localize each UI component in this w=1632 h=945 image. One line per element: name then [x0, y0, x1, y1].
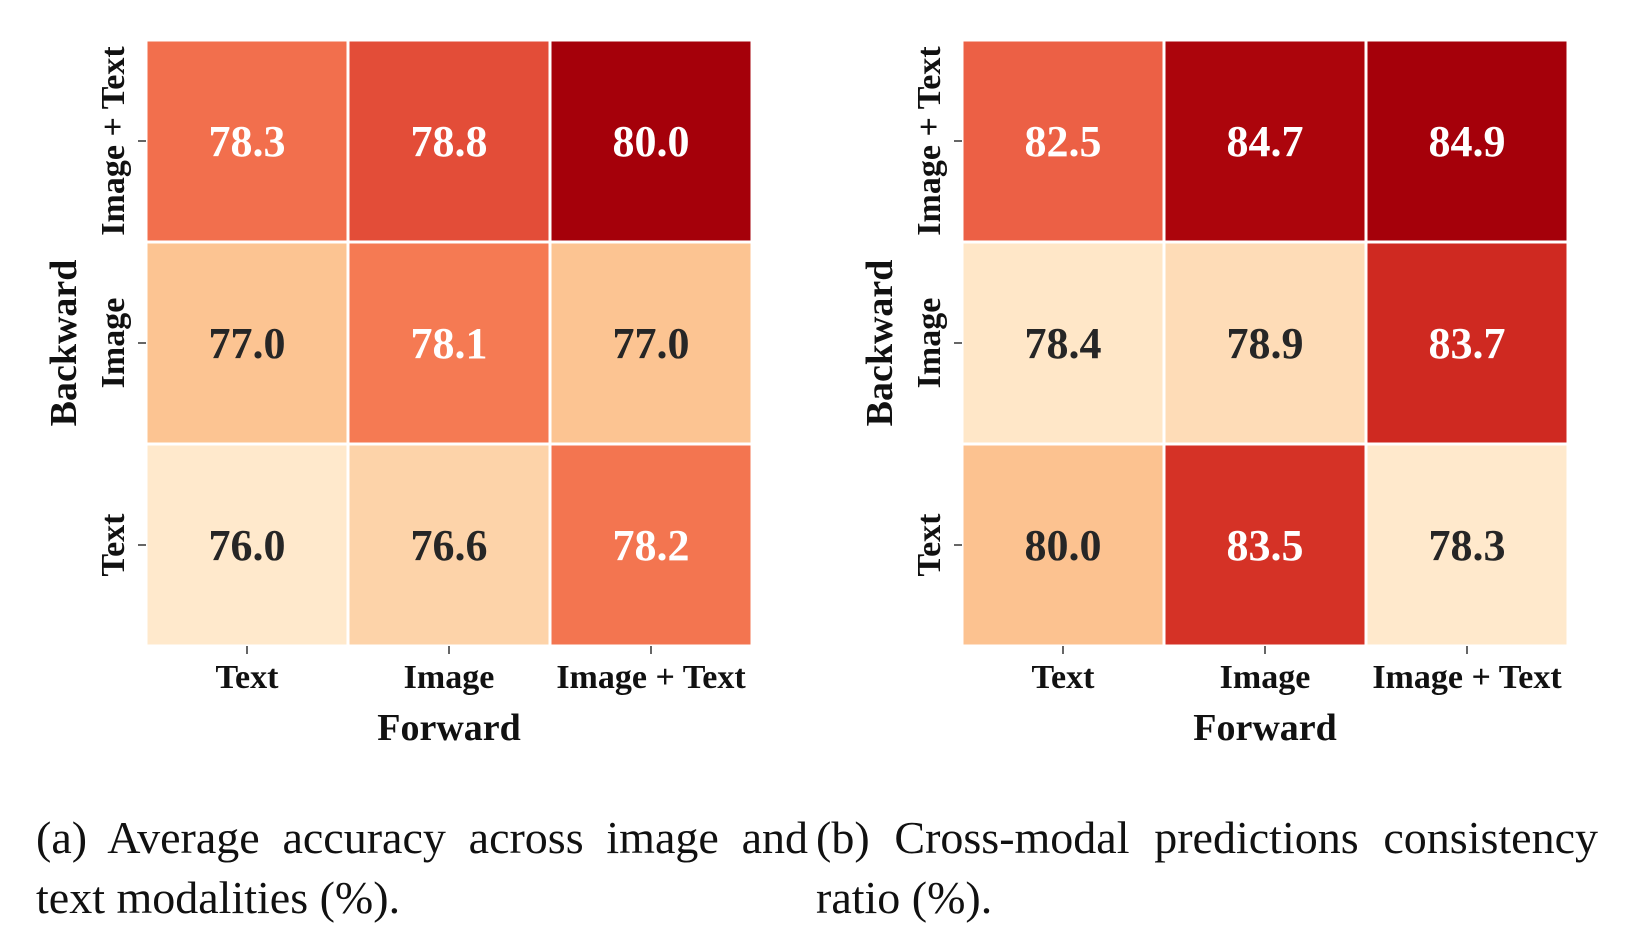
heatmap-panel-b: 82.5 84.7 84.9 78.4 78.9 83.7 80.0 83.5 78.3 Text… — [816, 0, 1616, 945]
y-tick-label-image: Image — [95, 298, 132, 389]
cell-value-r0-c1: 84.7 — [1227, 117, 1304, 166]
y-tick-label-image-text: Image + Text — [911, 46, 948, 236]
x-tick-label-image-text: Image + Text — [1372, 659, 1562, 696]
cell-value-r2-c0: 80.0 — [1025, 521, 1102, 570]
heatmap-cell-r0-c1 — [346, 38, 552, 244]
cell-value-r0-c1: 78.8 — [411, 117, 488, 166]
cell-value-r2-c2: 78.3 — [1429, 521, 1506, 570]
x-tick-label-image: Image — [404, 659, 495, 696]
x-tick-label-image-text: Image + Text — [556, 659, 746, 696]
heatmap-cell-r2-c2 — [1364, 442, 1570, 648]
y-tick-label-text: Text — [911, 513, 948, 577]
heatmap-cell-r1-c2 — [548, 240, 754, 446]
heatmap-cell-r1-c0 — [144, 240, 350, 446]
cell-value-r1-c2: 77.0 — [613, 319, 690, 368]
cell-value-r1-c0: 77.0 — [209, 319, 286, 368]
y-tick-label-text: Text — [95, 513, 132, 577]
cell-value-r0-c0: 82.5 — [1025, 117, 1102, 166]
heatmap-cell-r0-c1 — [1162, 38, 1368, 244]
cell-value-r1-c0: 78.4 — [1025, 319, 1102, 368]
cell-value-r1-c2: 83.7 — [1429, 319, 1506, 368]
y-axis-title: Backward — [43, 260, 85, 427]
cell-value-r0-c0: 78.3 — [209, 117, 286, 166]
heatmap-cell-r1-c0 — [960, 240, 1166, 446]
cell-value-r1-c1: 78.9 — [1227, 319, 1304, 368]
cell-value-r0-c2: 84.9 — [1429, 117, 1506, 166]
y-axis-title: Backward — [859, 260, 901, 427]
heatmap-a: 78.3 78.8 80.0 77.0 78.1 77.0 76.0 76.6 78.2 Text… — [43, 38, 754, 749]
cell-value-r2-c0: 76.0 — [209, 521, 286, 570]
heatmap-panel-a: 78.3 78.8 80.0 77.0 78.1 77.0 76.0 76.6 78.2 Text… — [0, 0, 808, 945]
caption-b: (b) Cross-modal predictions consistency … — [816, 812, 1598, 923]
x-tick-label-text: Text — [1032, 659, 1096, 696]
heatmap-cell-r0-c0 — [144, 38, 350, 244]
y-tick-label-image-text: Image + Text — [95, 46, 132, 236]
x-tick-label-text: Text — [216, 659, 280, 696]
cell-value-r1-c1: 78.1 — [411, 319, 488, 368]
x-axis-title: Forward — [1193, 707, 1337, 749]
heatmap-cell-r0-c2 — [548, 38, 754, 244]
heatmap-cell-r0-c2 — [1364, 38, 1570, 244]
heatmap-cell-r1-c2 — [1364, 240, 1570, 446]
caption-a: (a) Average accuracy across image and te… — [36, 812, 808, 923]
heatmap-cell-r2-c1 — [1162, 442, 1368, 648]
cell-value-r2-c1: 76.6 — [411, 521, 488, 570]
x-axis-title: Forward — [377, 707, 521, 749]
heatmap-cell-r2-c1 — [346, 442, 552, 648]
heatmap-cell-r0-c0 — [960, 38, 1166, 244]
heatmap-cell-r1-c1 — [1162, 240, 1368, 446]
heatmap-b: 82.5 84.7 84.9 78.4 78.9 83.7 80.0 83.5 78.3 Text… — [859, 38, 1570, 749]
x-tick-label-image: Image — [1220, 659, 1311, 696]
cell-value-r2-c2: 78.2 — [613, 521, 690, 570]
cell-value-r2-c1: 83.5 — [1227, 521, 1304, 570]
cell-value-r0-c2: 80.0 — [613, 117, 690, 166]
y-tick-label-image: Image — [911, 298, 948, 389]
